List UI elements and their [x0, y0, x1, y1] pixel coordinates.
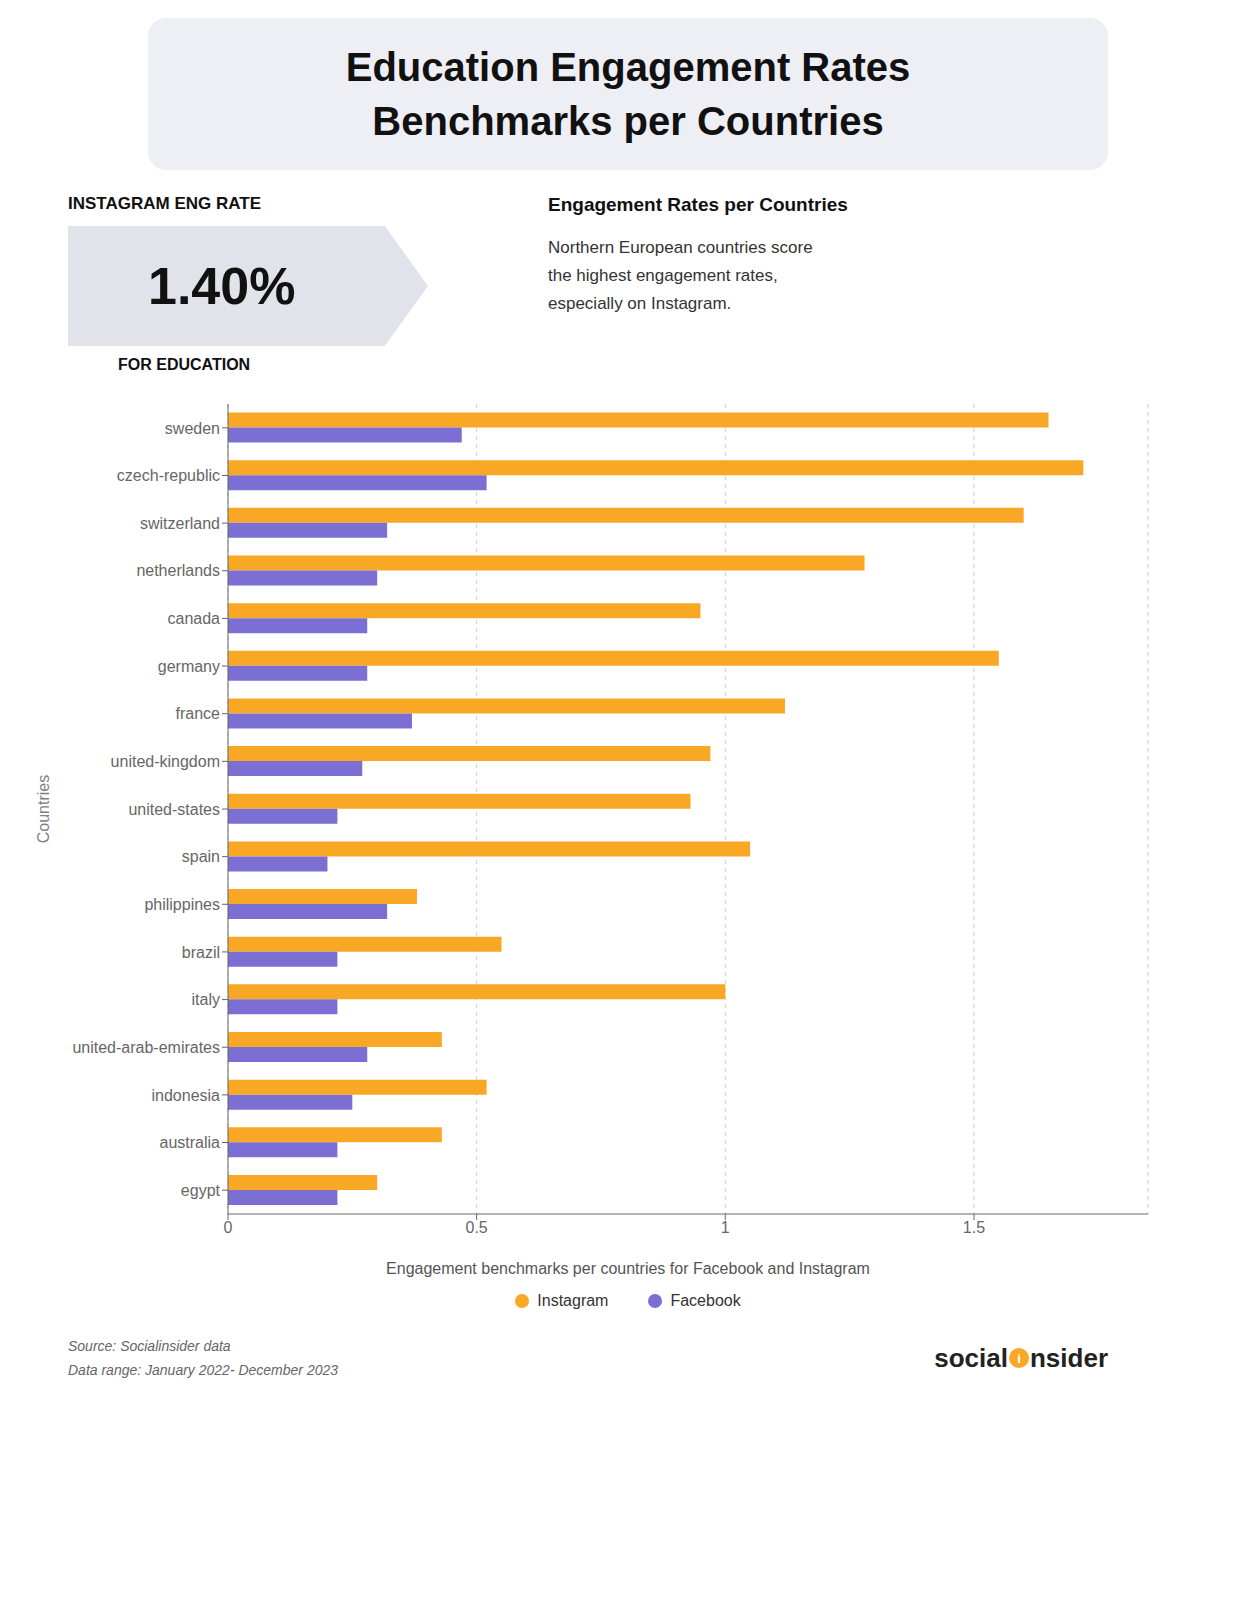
svg-text:1: 1	[721, 1219, 730, 1236]
html-text:1.40%: 1.40%	[148, 257, 296, 315]
html-text:Northern European countries sc: Northern European countries score	[548, 238, 813, 257]
svg-text:united-kingdom: united-kingdom	[111, 753, 220, 770]
svg-text:switzerland: switzerland	[140, 515, 220, 532]
svg-text:1.5: 1.5	[963, 1219, 985, 1236]
svg-text:united-arab-emirates: united-arab-emirates	[72, 1039, 220, 1056]
svg-text:netherlands: netherlands	[136, 562, 220, 579]
html-text:Engagement Rates per Countries: Engagement Rates per Countries	[548, 194, 848, 215]
svg-text:czech-republic: czech-republic	[117, 467, 220, 484]
html-text:INSTAGRAM ENG RATE: INSTAGRAM ENG RATE	[68, 194, 261, 213]
html-text:Instagram: Instagram	[537, 1292, 609, 1309]
svg-text:united-states: united-states	[128, 801, 220, 818]
svg-text:0: 0	[224, 1219, 233, 1236]
html-text:Benchmarks per Countries: Benchmarks per Countries	[372, 99, 884, 143]
html-text:Engagement benchmarks per coun: Engagement benchmarks per countries for …	[386, 1260, 870, 1277]
html-text:the highest engagement rates,: the highest engagement rates,	[548, 266, 778, 285]
svg-text:australia: australia	[160, 1134, 221, 1151]
html-text:Education Engagement Rates: Education Engagement Rates	[345, 45, 911, 89]
svg-text:indonesia: indonesia	[152, 1087, 221, 1104]
svg-text:philippines: philippines	[144, 896, 220, 913]
html-text:Source: Socialinsider data: Source: Socialinsider data	[68, 1338, 231, 1354]
svg-text:france: france	[176, 705, 221, 722]
svg-text:egypt: egypt	[181, 1182, 221, 1199]
html-text:FOR EDUCATION: FOR EDUCATION	[118, 356, 251, 373]
svg-text:spain: spain	[182, 848, 220, 865]
html-text:Facebook: Facebook	[670, 1292, 741, 1309]
svg-text:Countries: Countries	[35, 775, 52, 843]
svg-text:brazil: brazil	[182, 944, 220, 961]
svg-text:sweden: sweden	[165, 420, 220, 437]
html-text:Data range: January 2022- Dece: Data range: January 2022- December 2023	[68, 1362, 339, 1378]
html-text:social i nsider: social i nsider	[934, 1342, 1108, 1373]
svg-text:italy: italy	[192, 991, 220, 1008]
svg-text:germany: germany	[158, 658, 220, 675]
svg-text:canada: canada	[168, 610, 221, 627]
html-text:especially on Instagram.: especially on Instagram.	[548, 294, 732, 313]
svg-text:0.5: 0.5	[466, 1219, 488, 1236]
